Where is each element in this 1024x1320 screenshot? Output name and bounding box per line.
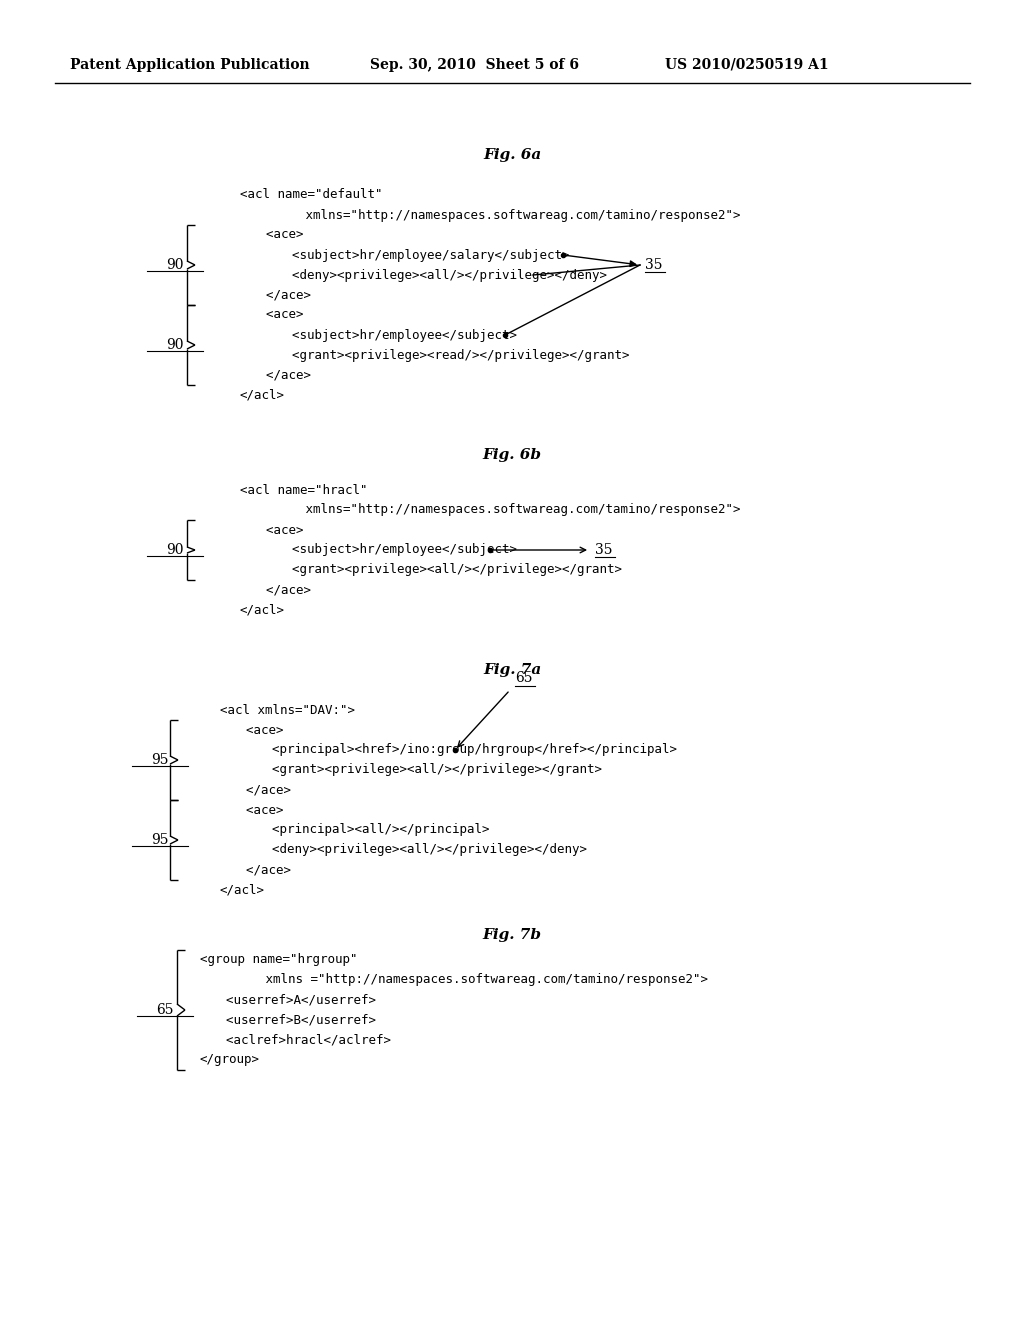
Text: <group name="hrgroup": <group name="hrgroup" xyxy=(200,953,357,966)
Text: <acl name="hracl": <acl name="hracl" xyxy=(240,483,368,496)
Text: <grant><privilege><all/></privilege></grant>: <grant><privilege><all/></privilege></gr… xyxy=(262,564,622,577)
Text: <ace>: <ace> xyxy=(251,309,303,322)
Text: <deny><privilege><all/></privilege></deny>: <deny><privilege><all/></privilege></den… xyxy=(242,843,587,857)
Text: </ace>: </ace> xyxy=(231,863,291,876)
Text: US 2010/0250519 A1: US 2010/0250519 A1 xyxy=(665,58,828,73)
Text: <grant><privilege><read/></privilege></grant>: <grant><privilege><read/></privilege></g… xyxy=(262,348,630,362)
Text: xmlns="http://namespaces.softwareag.com/tamino/response2">: xmlns="http://namespaces.softwareag.com/… xyxy=(267,503,740,516)
Text: <subject>hr/employee/salary</subject>: <subject>hr/employee/salary</subject> xyxy=(262,248,569,261)
Text: <aclref>hracl</aclref>: <aclref>hracl</aclref> xyxy=(211,1034,391,1047)
Text: Fig. 7a: Fig. 7a xyxy=(483,663,541,677)
Text: </acl>: </acl> xyxy=(220,883,265,896)
Text: <ace>: <ace> xyxy=(231,804,284,817)
Text: Fig. 7b: Fig. 7b xyxy=(482,928,542,942)
Text: </ace>: </ace> xyxy=(231,784,291,796)
Text: 65: 65 xyxy=(515,671,532,685)
Text: <subject>hr/employee</subject>: <subject>hr/employee</subject> xyxy=(262,544,517,557)
Text: <userref>B</userref>: <userref>B</userref> xyxy=(211,1014,376,1027)
Text: <acl xmlns="DAV:">: <acl xmlns="DAV:"> xyxy=(220,704,355,717)
Text: <ace>: <ace> xyxy=(251,228,303,242)
Text: <acl name="default": <acl name="default" xyxy=(240,189,383,202)
Text: </ace>: </ace> xyxy=(251,289,311,301)
Text: 90: 90 xyxy=(166,257,183,272)
Text: </group>: </group> xyxy=(200,1053,260,1067)
Text: 95: 95 xyxy=(152,833,169,847)
Text: 35: 35 xyxy=(595,543,612,557)
Text: 65: 65 xyxy=(157,1003,174,1016)
Text: 90: 90 xyxy=(166,338,183,352)
Text: </ace>: </ace> xyxy=(251,583,311,597)
Text: Fig. 6b: Fig. 6b xyxy=(482,447,542,462)
Text: <deny><privilege><all/></privilege></deny>: <deny><privilege><all/></privilege></den… xyxy=(262,268,607,281)
Text: xmlns="http://namespaces.softwareag.com/tamino/response2">: xmlns="http://namespaces.softwareag.com/… xyxy=(267,209,740,222)
Text: 35: 35 xyxy=(645,257,663,272)
Text: <subject>hr/employee</subject>: <subject>hr/employee</subject> xyxy=(262,329,517,342)
Text: <principal><href>/ino:group/hrgroup</href></principal>: <principal><href>/ino:group/hrgroup</hre… xyxy=(242,743,677,756)
Text: <ace>: <ace> xyxy=(231,723,284,737)
Text: Fig. 6a: Fig. 6a xyxy=(483,148,541,162)
Text: <grant><privilege><all/></privilege></grant>: <grant><privilege><all/></privilege></gr… xyxy=(242,763,602,776)
Text: <userref>A</userref>: <userref>A</userref> xyxy=(211,994,376,1006)
Text: <ace>: <ace> xyxy=(251,524,303,536)
Text: xmlns ="http://namespaces.softwareag.com/tamino/response2">: xmlns ="http://namespaces.softwareag.com… xyxy=(227,974,708,986)
Text: Sep. 30, 2010  Sheet 5 of 6: Sep. 30, 2010 Sheet 5 of 6 xyxy=(370,58,579,73)
Text: </ace>: </ace> xyxy=(251,368,311,381)
Text: <principal><all/></principal>: <principal><all/></principal> xyxy=(242,824,489,837)
Text: </acl>: </acl> xyxy=(240,603,285,616)
Text: 90: 90 xyxy=(166,543,183,557)
Text: Patent Application Publication: Patent Application Publication xyxy=(70,58,309,73)
Text: 95: 95 xyxy=(152,752,169,767)
Text: </acl>: </acl> xyxy=(240,388,285,401)
